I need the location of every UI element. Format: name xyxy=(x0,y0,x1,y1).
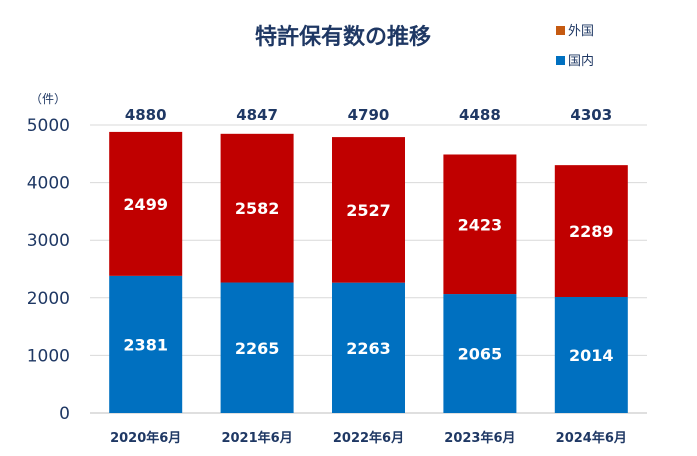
y-axis-unit-label: （件） xyxy=(30,92,66,106)
data-label: 2014 xyxy=(569,346,614,365)
x-tick-label: 2022年6月 xyxy=(333,430,404,446)
x-tick-label: 2021年6月 xyxy=(221,430,292,446)
bar-segment xyxy=(109,275,183,413)
data-label: 2263 xyxy=(346,339,391,358)
bar-segment xyxy=(443,154,517,295)
chart-title: 特許保有数の推移 xyxy=(255,24,431,50)
total-label: 4847 xyxy=(236,106,278,124)
x-tick-label: 2024年6月 xyxy=(556,430,627,446)
bar-segment xyxy=(220,282,294,413)
y-tick-label: 4000 xyxy=(27,174,70,194)
y-axis-ticks: 0 1000 2000 3000 4000 5000 xyxy=(27,116,70,424)
bar-segment xyxy=(443,294,517,413)
data-label: 2499 xyxy=(123,195,168,214)
total-label: 4880 xyxy=(125,106,167,124)
legend-swatch xyxy=(556,56,565,65)
x-axis-ticks: 2020年6月 2021年6月 2022年6月 2023年6月 2024年6月 xyxy=(110,430,627,446)
bar-segment xyxy=(332,282,405,413)
x-tick-label: 2020年6月 xyxy=(110,430,181,446)
y-tick-label: 2000 xyxy=(27,289,70,309)
bar-segment xyxy=(554,296,628,413)
total-label: 4790 xyxy=(348,106,390,124)
data-label: 2289 xyxy=(569,222,614,241)
x-tick-label: 2023年6月 xyxy=(444,430,515,446)
data-label: 2423 xyxy=(458,215,503,234)
legend-swatch xyxy=(556,26,565,35)
bar-segment xyxy=(220,133,294,283)
legend-label: 国内 xyxy=(568,53,594,69)
data-label: 2527 xyxy=(346,201,391,220)
bar-segment xyxy=(109,131,183,276)
data-label: 2582 xyxy=(235,199,280,218)
bars: 2381 2499 4880 2265 2582 4847 2263 2527 4790 2065… xyxy=(109,106,628,413)
y-tick-label: 0 xyxy=(59,404,70,424)
legend-label: 外国 xyxy=(568,24,594,39)
total-label: 4488 xyxy=(459,106,501,124)
data-label: 2265 xyxy=(235,339,280,358)
y-tick-label: 5000 xyxy=(27,116,70,136)
total-label: 4303 xyxy=(570,106,612,124)
y-tick-label: 3000 xyxy=(27,231,70,251)
data-label: 2381 xyxy=(123,335,168,354)
bar-segment xyxy=(554,165,628,297)
data-label: 2065 xyxy=(458,345,503,364)
y-tick-label: 1000 xyxy=(27,346,70,366)
bar-segment xyxy=(332,137,405,283)
